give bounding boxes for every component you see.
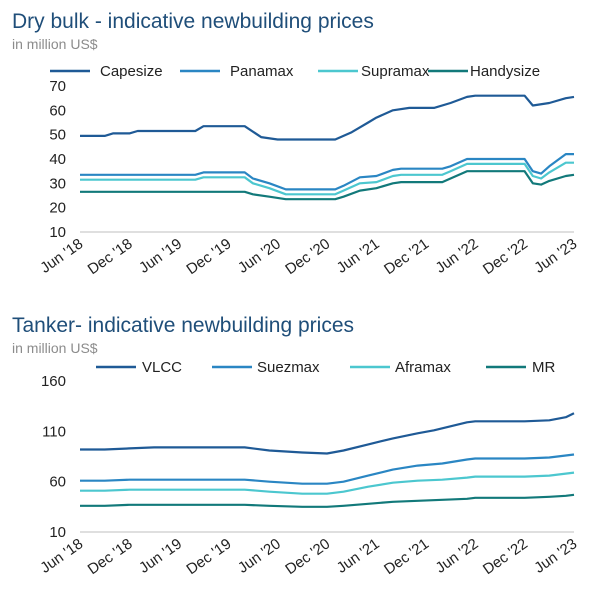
chart-1-y-tick-label: 10 <box>49 224 66 241</box>
chart-2-x-tick-label: Jun '23 <box>531 535 580 576</box>
chart-1-x-tick-label: Dec '22 <box>480 235 531 278</box>
chart-2-series-suezmax-line <box>80 453 575 485</box>
chart-1-x-tick-label: Jun '20 <box>235 235 284 276</box>
chart-2-x-tick-label: Dec '20 <box>282 535 333 578</box>
chart-2-y-tick-label: 10 <box>49 524 66 541</box>
chart-1-series-supramax-line <box>80 161 574 196</box>
chart-1-x-tick-label: Dec '18 <box>85 235 136 278</box>
chart-1-x-tick-label: Dec '21 <box>381 235 432 278</box>
chart-2-x-tick-label: Dec '22 <box>480 535 531 578</box>
chart-2-x-tick-label: Dec '21 <box>381 535 432 578</box>
chart-1-series-capesize-line <box>80 94 575 141</box>
chart-1-series-panamax-line <box>80 153 574 191</box>
chart-1-x-tick-label: Jun '22 <box>433 235 482 276</box>
chart-1-subtitle: in million US$ <box>12 36 98 52</box>
chart-1-series-handysize-line <box>80 170 575 201</box>
chart-2-x-tick-label: Jun '19 <box>136 535 185 576</box>
chart-1-y-tick-label: 60 <box>49 102 66 119</box>
chart-2-x-tick-label: Jun '18 <box>37 535 86 576</box>
chart-1-x-tick-label: Jun '19 <box>136 235 185 276</box>
chart-2-legend-label-vlcc: VLCC <box>142 359 182 376</box>
chart-2-x-tick-label: Jun '22 <box>433 535 482 576</box>
chart-2-series-vlcc-line <box>80 412 575 455</box>
chart-2-x-tick-label: Jun '20 <box>235 535 284 576</box>
chart-1-y-tick-label: 20 <box>49 200 66 217</box>
chart-1-y-tick-label: 70 <box>49 78 66 95</box>
chart-1-y-tick-label: 40 <box>49 151 66 168</box>
chart-2-legend-label-aframax: Aframax <box>395 359 451 376</box>
chart-2-x-tick-label: Dec '19 <box>183 535 234 578</box>
chart-1-legend-label-supramax: Supramax <box>361 63 430 80</box>
chart-1-x-tick-label: Dec '20 <box>282 235 333 278</box>
chart-2-series-aframax-line <box>80 471 575 495</box>
chart-1-x-tick-label: Jun '18 <box>37 235 86 276</box>
chart-2-series-mr-line <box>80 493 575 508</box>
chart-1-x-tick-label: Jun '21 <box>334 235 383 276</box>
chart-2-legend-label-suezmax: Suezmax <box>257 359 320 376</box>
chart-1-title: Dry bulk - indicative newbuilding prices <box>12 10 374 33</box>
chart-1-legend-label-capesize: Capesize <box>100 63 163 80</box>
chart-1-legend-label-handysize: Handysize <box>470 63 540 80</box>
chart-1-legend-label-panamax: Panamax <box>230 63 294 80</box>
chart-2-subtitle: in million US$ <box>12 340 98 356</box>
chart-2-x-tick-label: Dec '18 <box>85 535 136 578</box>
chart-2-legend-label-mr: MR <box>532 359 555 376</box>
chart-1-y-tick-label: 30 <box>49 175 66 192</box>
chart-1-y-tick-label: 50 <box>49 127 66 144</box>
chart-1-x-tick-label: Dec '19 <box>183 235 234 278</box>
chart-2-y-tick-label: 110 <box>42 423 66 440</box>
chart-2-y-tick-label: 60 <box>49 474 66 491</box>
chart-2-x-tick-label: Jun '21 <box>334 535 383 576</box>
chart-2-y-tick-label: 160 <box>41 373 66 390</box>
chart-1-x-tick-label: Jun '23 <box>531 235 580 276</box>
chart-2-title: Tanker- indicative newbuilding prices <box>12 314 355 337</box>
